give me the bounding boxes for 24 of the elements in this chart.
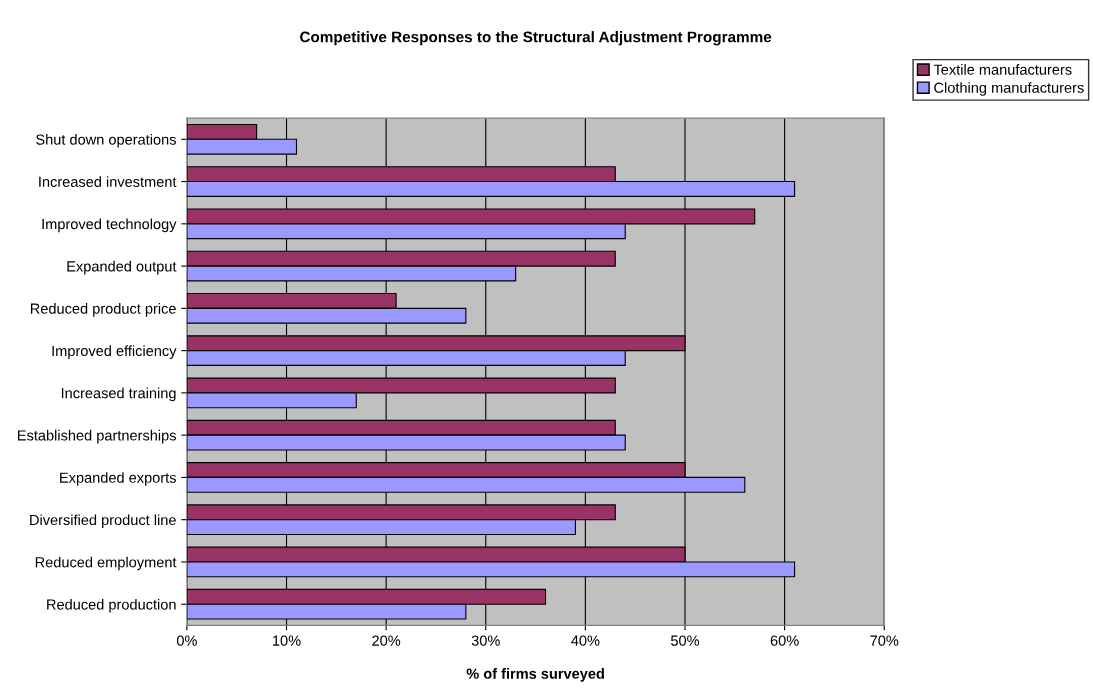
x-tick-label: 60% — [770, 635, 799, 646]
x-tick-label: 50% — [670, 635, 700, 646]
y-tick-label: Increased investment — [39, 176, 177, 187]
y-tick-label: Improved technology — [42, 218, 177, 233]
legend-label: Clothing manufacturers — [934, 82, 1084, 96]
x-axis-title: % of firms surveyed — [466, 668, 604, 682]
y-tick-label: Reduced product price — [30, 303, 176, 317]
y-tick-label: Expanded output — [67, 260, 177, 275]
x-tick-label: 40% — [571, 635, 600, 646]
x-tick-label: 10% — [273, 635, 301, 646]
y-tick-label: Reduced production — [47, 598, 176, 613]
y-tick-label: Increased training — [61, 387, 176, 402]
y-tick-label: Shut down operations — [36, 134, 176, 148]
y-tick-label: Diversified product line — [30, 514, 176, 528]
chart-title: Competitive Responses to the Structural Adjustment Programme — [300, 31, 772, 46]
legend-label: Textile manufacturers — [933, 64, 1072, 75]
x-tick-label: 20% — [372, 635, 401, 646]
x-tick-label: 0% — [176, 635, 197, 646]
x-tick-label: 30% — [471, 635, 500, 646]
y-tick-label: Expanded exports — [60, 472, 176, 486]
y-tick-label: Reduced employment — [35, 556, 177, 571]
y-tick-label: Established partnerships — [18, 429, 176, 444]
x-tick-label: 70% — [870, 635, 899, 646]
y-tick-label: Improved efficiency — [52, 345, 177, 359]
